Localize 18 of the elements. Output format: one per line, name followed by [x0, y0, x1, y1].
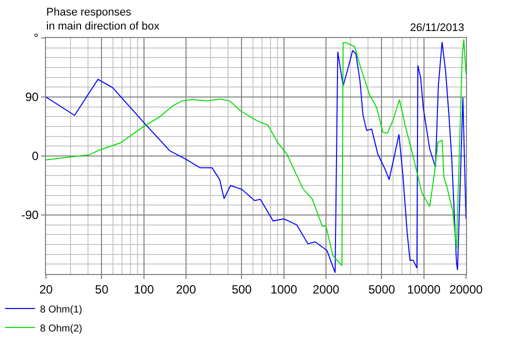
x-tick-label: 20 [39, 282, 53, 296]
x-tick-label: 2000 [312, 282, 340, 296]
x-tick-label: 10000 [407, 282, 441, 296]
legend-label: 8 Ohm(1) [40, 304, 82, 316]
x-tick-label: 500 [232, 282, 252, 296]
x-tick-label: 50 [95, 282, 109, 296]
chart-title: Phase responses in main direction of box [46, 6, 160, 33]
y-tick-label: -90 [21, 208, 39, 222]
text: 26/11/2013 [410, 22, 464, 34]
y-tick-label: 0 [32, 149, 39, 164]
x-tick-label: 1000 [270, 282, 298, 296]
y-tick-label: ° [34, 31, 39, 46]
x-tick-label: 200 [176, 282, 196, 296]
y-tick-label: 90 [25, 90, 39, 104]
legend-label: 8 Ohm(2) [40, 323, 82, 334]
x-tick-label: 100 [134, 282, 154, 296]
x-tick-label: 5000 [368, 282, 396, 296]
x-tick-label: 20000 [449, 282, 484, 296]
